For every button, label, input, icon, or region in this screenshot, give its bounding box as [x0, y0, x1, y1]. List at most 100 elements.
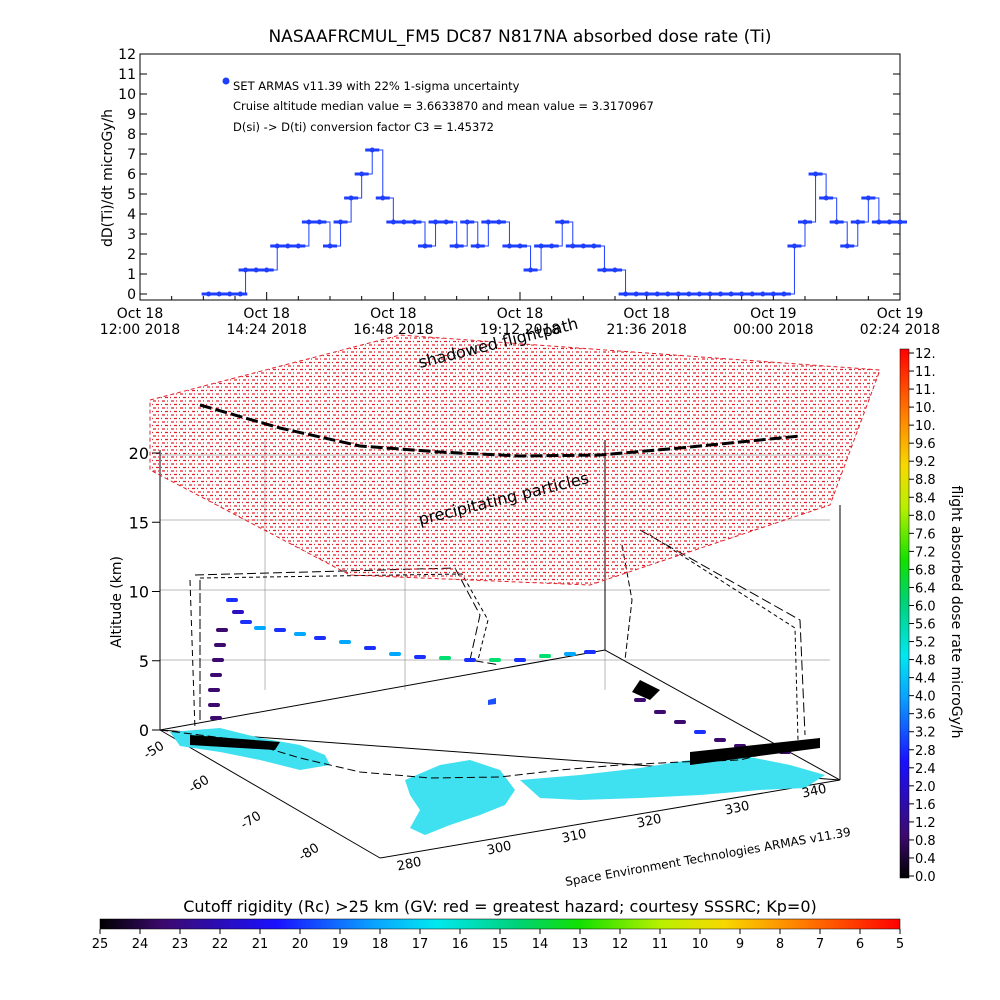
- top-y-tick-label: 12: [118, 47, 136, 63]
- longitude-tick-label: 310: [561, 827, 588, 847]
- cutoff-rigidity-tick-label: 7: [816, 937, 824, 952]
- latitude-tick-label: -60: [186, 773, 212, 797]
- top-x-tick-time: 19:12 2018: [480, 322, 560, 338]
- data-point: [506, 243, 512, 249]
- data-point: [791, 243, 797, 249]
- dose-rate-tick-label: 6.8: [915, 563, 936, 578]
- data-point: [538, 243, 544, 249]
- floor-track-clusters: [190, 680, 820, 765]
- data-point: [338, 219, 344, 225]
- plane-flightpath: [199, 403, 801, 458]
- data-point: [390, 219, 396, 225]
- legend-line-2: Cruise altitude median value = 3.6633870…: [233, 99, 654, 113]
- cutoff-rigidity-tick-label: 11: [652, 937, 669, 952]
- cutoff-rigidity-tick-label: 21: [252, 937, 269, 952]
- cutoff-rigidity-tick-label: 23: [172, 937, 189, 952]
- data-point: [802, 219, 808, 225]
- data-point: [855, 219, 861, 225]
- dose-rate-tick-label: 7.6: [915, 527, 936, 542]
- data-point: [749, 291, 755, 297]
- precipitating-particles-plane: [149, 334, 881, 586]
- dose-rate-tick-label: 0.0: [915, 870, 936, 885]
- dose-rate-tick-label: 2.8: [915, 744, 936, 759]
- top-x-tick-date: Oct 19: [750, 306, 796, 322]
- altitude-tick-label: 5: [139, 652, 149, 671]
- data-point: [570, 243, 576, 249]
- data-point: [781, 291, 787, 297]
- data-point: [475, 243, 481, 249]
- altitude-tick-label: 10: [129, 583, 149, 602]
- data-point: [243, 267, 249, 273]
- dose-rate-colorbar-ticks: 12. 11. 11. 10. 10. 9.6 9.2 8.8 8.4 8.0 7.6 7.2 6.8 6…: [909, 347, 936, 885]
- dose-rate-tick-label: 0.8: [915, 834, 936, 849]
- top-x-tick-time: 02:24 2018: [860, 322, 940, 338]
- longitude-tick-label: 280: [396, 855, 423, 875]
- longitude-tick-label: 340: [801, 782, 828, 802]
- legend-line-3: D(si) -> D(ti) conversion factor C3 = 1.…: [233, 120, 494, 134]
- cutoff-rigidity-colorbar: Cutoff rigidity (Rc) >25 km (GV: red = g…: [92, 897, 904, 952]
- dose-rate-colorbar-label: flight absorbed dose rate microGy/h: [948, 486, 964, 739]
- data-point: [696, 291, 702, 297]
- data-point: [285, 243, 291, 249]
- data-point: [496, 219, 502, 225]
- data-point: [264, 267, 270, 273]
- land-antarctic-peninsula: [405, 760, 515, 835]
- top-legend: SET ARMAS v11.39 with 22% 1-sigma uncert…: [222, 77, 654, 134]
- flight-path-markers: [208, 598, 791, 754]
- top-y-tick-label: 4: [127, 207, 136, 223]
- latitude-tick-label: -50: [141, 739, 167, 763]
- top-y-tick-label: 10: [118, 87, 136, 103]
- data-point: [665, 291, 671, 297]
- latitude-tick-label: -80: [296, 841, 322, 865]
- data-point: [401, 219, 407, 225]
- data-point: [601, 267, 607, 273]
- data-point: [897, 219, 903, 225]
- data-point: [876, 219, 882, 225]
- altitude-tick-label: 20: [129, 444, 149, 463]
- cutoff-rigidity-tick-label: 8: [776, 937, 784, 952]
- altitude-tick-label: 0: [139, 721, 149, 740]
- top-x-tick-date: Oct 18: [117, 306, 163, 322]
- credit-label: Space Environment Technologies ARMAS v11…: [564, 825, 852, 889]
- top-chart: NASAAFRCMUL_FM5 DC87 N817NA absorbed dos…: [100, 27, 940, 338]
- data-point: [227, 291, 233, 297]
- chart-title: NASAAFRCMUL_FM5 DC87 N817NA absorbed dos…: [268, 27, 771, 47]
- cutoff-rigidity-gradient: [99, 918, 901, 930]
- cutoff-rigidity-tick-label: 19: [332, 937, 349, 952]
- dose-rate-tick-label: 1.6: [915, 798, 936, 813]
- dose-rate-tick-label: 0.4: [915, 852, 936, 867]
- cutoff-rigidity-tick-label: 16: [452, 937, 469, 952]
- top-x-tick-date: Oct 19: [877, 306, 923, 322]
- top-x-tick-date: Oct 18: [497, 306, 543, 322]
- cutoff-rigidity-tick-label: 5: [896, 937, 904, 952]
- cutoff-rigidity-tick-label: 6: [856, 937, 864, 952]
- cutoff-rigidity-tick-label: 18: [372, 937, 389, 952]
- longitude-tick-label: 330: [724, 799, 751, 819]
- data-point: [306, 219, 312, 225]
- top-y-tick-label: 8: [127, 127, 136, 143]
- top-x-tick-time: 00:00 2018: [733, 322, 813, 338]
- longitude-ticks: 280 300 310 320 330 340: [396, 782, 828, 875]
- top-x-tick-date: Oct 18: [243, 306, 289, 322]
- top-y-tick-label: 9: [127, 107, 136, 123]
- dose-rate-tick-label: 5.2: [915, 636, 936, 651]
- data-point: [707, 291, 713, 297]
- data-point: [253, 267, 259, 273]
- data-point: [644, 291, 650, 297]
- data-point: [844, 243, 850, 249]
- dose-rate-tick-label: 4.4: [915, 672, 936, 687]
- dose-rate-tick-label: 1.2: [915, 816, 936, 831]
- dose-rate-tick-label: 11.: [915, 383, 936, 398]
- dose-rate-tick-label: 4.8: [915, 654, 936, 669]
- data-point: [865, 195, 871, 201]
- data-point: [359, 171, 365, 177]
- top-x-tick-date: Oct 18: [370, 306, 416, 322]
- top-y-axis-label: dD(Ti)/dt microGy/h: [100, 109, 116, 247]
- dose-rate-tick-label: 8.0: [915, 509, 936, 524]
- data-point: [623, 291, 629, 297]
- land-antarctica-east: [520, 755, 825, 800]
- dose-rate-tick-label: 11.: [915, 365, 936, 380]
- data-point: [433, 219, 439, 225]
- data-point: [633, 291, 639, 297]
